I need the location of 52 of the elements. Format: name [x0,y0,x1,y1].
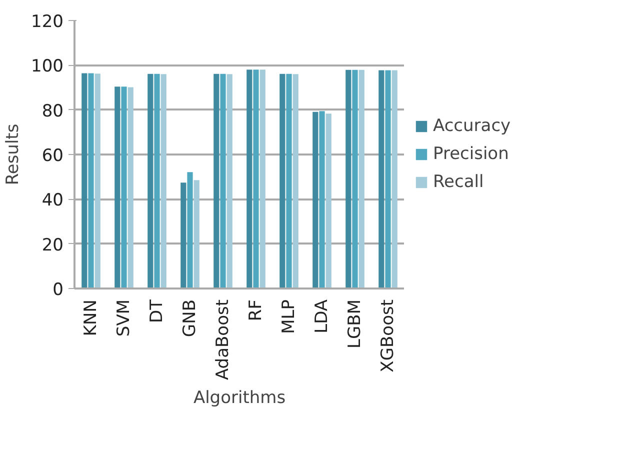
bar [346,70,352,288]
bar [88,73,94,288]
bar [352,70,358,288]
bar [128,87,134,288]
bar [378,70,384,288]
legend-label: Precision [433,144,509,164]
y-tick-label: 0 [52,280,64,300]
bar [214,74,220,288]
legend-label: Recall [433,172,484,192]
y-tick-label: 40 [42,190,64,211]
x-tick-label: SVM [114,299,134,337]
x-tick-label: LGBM [345,299,365,348]
bar [180,182,186,288]
bar [392,70,398,288]
bar [82,73,88,288]
x-tick-label: RF [246,299,266,322]
y-axis-title: Results [3,124,24,186]
bar [148,74,154,288]
bar [220,74,226,288]
bar [280,74,286,288]
bar [326,114,332,288]
x-tick-label: AdaBoost [213,299,233,380]
y-tick-label: 120 [31,12,64,32]
bar [260,70,266,288]
x-tick-label: MLP [279,300,299,334]
x-tick-label: XGBoost [378,299,398,372]
y-tick-label: 80 [42,101,64,122]
bar [312,112,318,288]
bar [187,172,193,288]
bar [94,74,100,288]
bar [194,180,200,288]
bar [160,74,166,288]
bar [246,70,252,288]
bar [358,70,364,288]
bar [385,70,391,288]
bar [114,86,120,288]
x-tick-label: KNN [81,299,101,336]
bar [253,70,259,288]
bar [154,74,160,288]
y-tick-label: 60 [42,146,64,166]
bar [286,74,292,288]
x-tick-label: LDA [312,299,332,334]
y-tick-label: 100 [31,56,64,77]
x-axis-title: Algorithms [193,388,286,408]
bar [121,86,127,288]
x-tick-label: DT [147,298,167,323]
bar [226,74,232,288]
x-tick-label: GNB [180,299,200,338]
bar [319,111,325,288]
legend-label: Accuracy [433,116,511,136]
bar [292,74,298,288]
y-tick-label: 20 [42,235,64,256]
